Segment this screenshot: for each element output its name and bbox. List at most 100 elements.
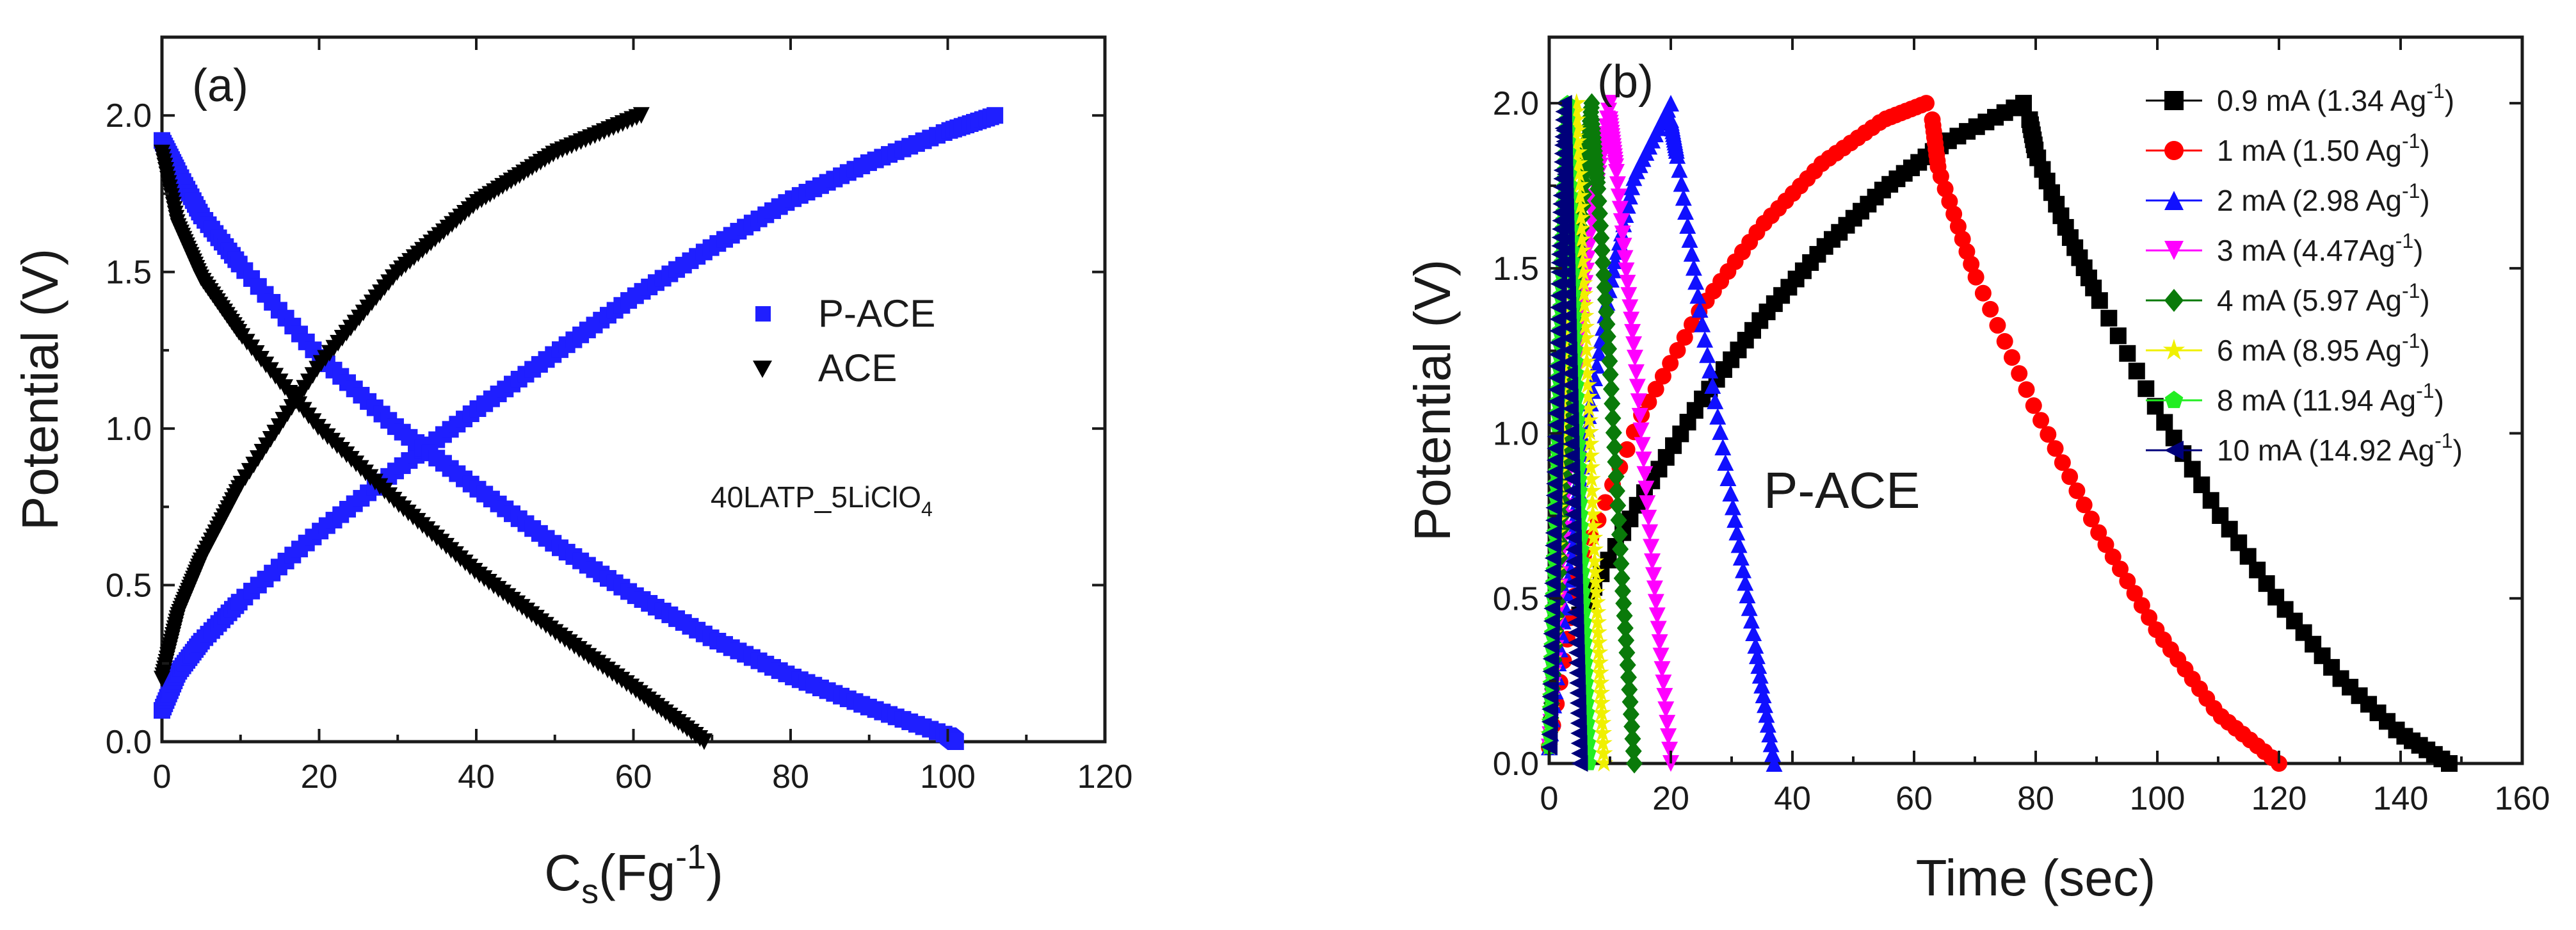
data-point-2-ma-2-98-ag-discharge bbox=[1671, 161, 1688, 178]
data-point-4-ma-5-97-ag-charge bbox=[1583, 93, 1600, 113]
x-tick-label: 80 bbox=[2017, 780, 2054, 817]
y-tick-label: 1.0 bbox=[106, 411, 152, 448]
data-point-10-ma-14-92-ag-discharge bbox=[1561, 377, 1579, 394]
data-point-6-ma-8-95-ag-discharge bbox=[1590, 673, 1610, 691]
data-point-1-ma-1-50-ag-discharge bbox=[2054, 454, 2071, 471]
data-point-6-ma-8-95-ag-discharge bbox=[1583, 504, 1602, 523]
legend-label-4-ma-5-97-ag: 4 mA (5.97 Ag-1) bbox=[2217, 279, 2430, 317]
data-point-10-ma-14-92-ag-discharge bbox=[1559, 264, 1576, 281]
data-point-2-ma-2-98-ag-discharge bbox=[1735, 561, 1752, 578]
panel-b-chart: 0 20 40 60 80 100 120 140 160 0.0 0.5 1.0 1.5 2.0 (b)… bbox=[1404, 35, 2550, 906]
data-point-10-ma-14-92-ag-discharge bbox=[1565, 541, 1582, 559]
data-point-10-ma-14-92-ag-discharge bbox=[1564, 482, 1581, 500]
data-point-0-9-ma-1-34-ag-discharge bbox=[2184, 461, 2201, 478]
data-point-10-ma-14-92-ag-charge bbox=[1555, 95, 1572, 112]
data-point-4-ma-5-97-ag-discharge bbox=[1613, 568, 1630, 589]
data-point-4-ma-5-97-ag-discharge bbox=[1624, 728, 1641, 749]
data-point-10-ma-14-92-ag-charge bbox=[1546, 475, 1563, 493]
legend-label-6-ma-8-95-ag: 6 mA (8.95 Ag-1) bbox=[2217, 329, 2430, 367]
data-point-10-ma-14-92-ag-charge bbox=[1545, 525, 1562, 542]
data-point-10-ma-14-92-ag-charge bbox=[1541, 738, 1558, 756]
data-point-6-ma-8-95-ag-discharge bbox=[1570, 197, 1590, 215]
data-point-1-ma-1-50-ag-discharge bbox=[1963, 256, 1980, 273]
data-point-2-ma-2-98-ag-discharge bbox=[1691, 301, 1709, 318]
data-point-1-ma-1-50-ag-discharge bbox=[2068, 482, 2086, 500]
data-point-1-ma-1-50-ag-discharge bbox=[2097, 536, 2114, 553]
data-point-6-ma-8-95-ag-discharge bbox=[1586, 572, 1606, 591]
data-point-10-ma-14-92-ag-discharge bbox=[1563, 447, 1580, 464]
data-point-2-ma-2-98-ag-discharge bbox=[1699, 346, 1716, 363]
data-point-4-ma-5-97-ag-discharge bbox=[1598, 302, 1615, 322]
data-point-1-ma-1-50-ag-discharge bbox=[2133, 597, 2150, 614]
panel-b-label: (b) bbox=[1597, 56, 1654, 108]
data-point-1-ma-1-50-ag-discharge bbox=[2104, 548, 2121, 566]
data-point-10-ma-14-92-ag-discharge bbox=[1558, 231, 1575, 249]
data-point-6-ma-8-95-ag-discharge bbox=[1582, 469, 1601, 487]
data-point-10-ma-14-92-ag-discharge bbox=[1556, 122, 1573, 139]
data-point-3-ma-4-47ag-discharge bbox=[1614, 225, 1631, 243]
data-point-2-ma-2-98-ag-discharge bbox=[1741, 599, 1758, 616]
data-point-0-9-ma-1-34-ag-discharge bbox=[2119, 345, 2136, 362]
y-tick-label: 2.0 bbox=[1493, 85, 1539, 122]
data-point-1-ma-1-50-ag-discharge bbox=[2061, 468, 2079, 485]
data-point-6-ma-8-95-ag-discharge bbox=[1574, 273, 1593, 291]
data-point-1-ma-1-50-ag-discharge bbox=[2003, 349, 2020, 366]
data-point-6-ma-8-95-ag-discharge bbox=[1572, 240, 1592, 259]
data-point-2-ma-2-98-ag-discharge bbox=[1750, 657, 1767, 674]
legend-marker-6-ma-8-95-ag bbox=[2162, 339, 2186, 360]
data-point-6-ma-8-95-ag-discharge bbox=[1591, 693, 1611, 712]
data-point-10-ma-14-92-ag-discharge bbox=[1556, 155, 1574, 172]
data-point-10-ma-14-92-ag-charge bbox=[1542, 663, 1559, 680]
data-point-3-ma-4-47ag-discharge bbox=[1639, 495, 1656, 512]
data-point-0-9-ma-1-34-ag-discharge bbox=[2109, 327, 2127, 345]
data-point-2-ma-2-98-ag-discharge bbox=[1745, 624, 1762, 642]
data-point-10-ma-14-92-ag-discharge bbox=[1561, 365, 1578, 382]
panel-a-legend: P-ACE ACE bbox=[753, 292, 935, 389]
data-point-6-ma-8-95-ag-discharge bbox=[1568, 142, 1588, 161]
panel-b-legend: 0.9 mA (1.34 Ag-1) 1 mA (1.50 Ag-1) 2 mA (… bbox=[2146, 79, 2463, 467]
x-tick-label: 40 bbox=[458, 758, 495, 795]
data-point-2-ma-2-98-ag-discharge bbox=[1719, 469, 1737, 487]
data-point-6-ma-8-95-ag-discharge bbox=[1580, 434, 1600, 452]
data-point-0-9-ma-1-34-ag-discharge bbox=[2441, 755, 2458, 772]
data-point-4-ma-5-97-ag-discharge bbox=[1607, 452, 1624, 472]
data-point-6-ma-8-95-ag-discharge bbox=[1570, 186, 1590, 204]
data-point-1-ma-1-50-ag-charge bbox=[1669, 341, 1686, 359]
data-point-10-ma-14-92-ag-discharge bbox=[1556, 166, 1574, 183]
data-point-1-ma-1-50-ag-discharge bbox=[1958, 243, 1976, 260]
data-point-1-ma-1-50-ag-discharge bbox=[1967, 268, 1984, 286]
data-point-2-ma-2-98-ag-charge bbox=[1588, 357, 1606, 374]
data-point-6-ma-8-95-ag-discharge bbox=[1575, 295, 1594, 314]
data-point-1-ma-1-50-ag-charge bbox=[1597, 494, 1614, 511]
data-point-2-ma-2-98-ag-charge bbox=[1590, 344, 1607, 361]
data-point-6-ma-8-95-ag-discharge bbox=[1568, 131, 1587, 150]
data-point-10-ma-14-92-ag-discharge bbox=[1562, 412, 1579, 429]
data-point-4-ma-5-97-ag-discharge bbox=[1615, 593, 1632, 614]
data-point-2-ma-2-98-ag-charge bbox=[1621, 188, 1638, 205]
y-tick-label: 2.0 bbox=[106, 97, 152, 135]
data-point-6-ma-8-95-ag-discharge bbox=[1587, 592, 1606, 610]
data-point-2-ma-2-98-ag-charge bbox=[1623, 178, 1641, 195]
data-point-10-ma-14-92-ag-charge bbox=[1543, 637, 1560, 655]
data-point-4-ma-5-97-ag-discharge bbox=[1590, 191, 1607, 211]
data-point-2-ma-2-98-ag-discharge bbox=[1753, 676, 1771, 694]
data-point-3-ma-4-47ag-discharge bbox=[1620, 287, 1638, 304]
data-point-4-ma-5-97-ag-discharge bbox=[1612, 539, 1629, 559]
data-point-3-ma-4-47ag-discharge bbox=[1607, 163, 1625, 181]
data-point-3-ma-4-47ag-discharge bbox=[1630, 393, 1647, 411]
data-point-4-ma-5-97-ag-discharge bbox=[1623, 716, 1641, 737]
data-point-10-ma-14-92-ag-charge bbox=[1547, 440, 1564, 457]
data-point-2-ma-2-98-ag-discharge bbox=[1758, 706, 1775, 723]
data-point-1-ma-1-50-ag-discharge bbox=[1954, 231, 1971, 248]
data-point-2-ma-2-98-ag-discharge bbox=[1669, 147, 1686, 164]
data-point-2-ma-2-98-ag-discharge bbox=[1762, 735, 1780, 753]
x-tick-label: 120 bbox=[1077, 758, 1133, 795]
data-point-1-ma-1-50-ag-discharge bbox=[2011, 365, 2028, 382]
data-point-4-ma-5-97-ag-discharge bbox=[1622, 704, 1639, 724]
data-point-3-ma-4-47ag-discharge bbox=[1618, 262, 1635, 279]
data-point-2-ma-2-98-ag-charge bbox=[1586, 370, 1604, 387]
data-point-10-ma-14-92-ag-discharge bbox=[1555, 111, 1572, 128]
data-point-3-ma-4-47ag-discharge bbox=[1611, 200, 1629, 218]
data-point-6-ma-8-95-ag-discharge bbox=[1581, 457, 1600, 476]
data-point-2-ma-2-98-ag-discharge bbox=[1702, 361, 1719, 379]
